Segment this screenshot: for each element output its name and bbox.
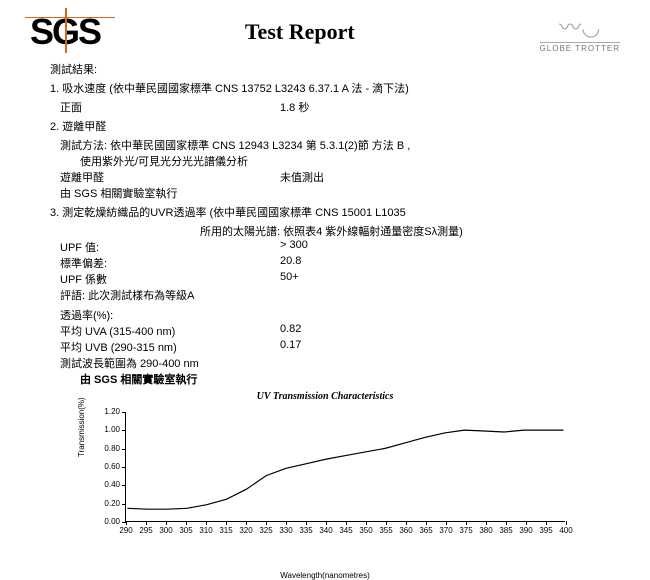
x-tick: 390 <box>519 526 532 535</box>
y-tick: 0.20 <box>95 499 120 508</box>
x-tick: 350 <box>359 526 372 535</box>
x-tick: 325 <box>259 526 272 535</box>
y-tick: 0.60 <box>95 462 120 471</box>
chart-title: UV Transmission Characteristics <box>30 391 620 402</box>
uv-chart: 290 295 300 305 310 315 320 325 330 335 340 345 350 3… <box>75 402 575 552</box>
y-axis-label: Transmission(%) <box>77 397 86 457</box>
results-label: 測試結果: <box>50 61 620 77</box>
rating: 評語: 此次測試樣布為等級A <box>60 287 620 303</box>
report-header: SGS Test Report 〰◡ GLOBE TROTTER <box>30 10 620 53</box>
method-label: 測試方法: <box>60 140 107 152</box>
logo-cross-v <box>65 8 67 53</box>
x-tick: 300 <box>159 526 172 535</box>
sd-label: 標準偏差: <box>60 255 280 271</box>
x-tick: 320 <box>239 526 252 535</box>
method-text2: 使用紫外光/可見光分光光譜儀分析 <box>80 153 620 169</box>
upf-label: UPF 值: <box>60 239 280 255</box>
x-tick: 305 <box>179 526 192 535</box>
y-tick: 0.40 <box>95 480 120 489</box>
x-tick: 335 <box>299 526 312 535</box>
item1-face: 正面 <box>60 99 280 115</box>
item3-title: 3. 測定乾燥紡織品的UVR透過率 (依中華民國國家標準 CNS 15001 L… <box>50 204 620 220</box>
chart-plot-area: 2902953003053103153203253303353403453503… <box>125 412 565 522</box>
item2-lab: 由 SGS 相關實驗室執行 <box>60 185 620 201</box>
x-tick: 365 <box>419 526 432 535</box>
brand-text: GLOBE TROTTER <box>540 42 620 53</box>
x-tick: 290 <box>119 526 132 535</box>
item2-result: 未值測出 <box>280 169 324 185</box>
coef-row: UPF 係數 50+ <box>60 271 620 287</box>
item3-subtitle: 所用的太陽光譜: 依照表4 紫外線輻射通量密度Sλ測量) <box>200 223 620 239</box>
y-tick: 0.00 <box>95 517 120 526</box>
upf-val: > 300 <box>280 239 308 255</box>
x-tick: 380 <box>479 526 492 535</box>
y-tick: 1.20 <box>95 407 120 416</box>
x-tick: 310 <box>199 526 212 535</box>
report-title: Test Report <box>245 19 355 45</box>
range: 測試波長範圍為 290-400 nm <box>60 355 620 371</box>
swan-icon: 〰◡ <box>559 10 600 42</box>
x-tick: 330 <box>279 526 292 535</box>
y-tick: 1.00 <box>95 425 120 434</box>
item3-lab: 由 SGS 相關實驗室執行 <box>80 371 620 387</box>
sgs-logo: SGS <box>30 11 100 53</box>
uva-row: 平均 UVA (315-400 nm) 0.82 <box>60 323 620 339</box>
item1-row: 正面 1.8 秒 <box>60 99 620 115</box>
uvb-val: 0.17 <box>280 339 301 355</box>
uvb-label: 平均 UVB (290-315 nm) <box>60 339 280 355</box>
trans-label: 透過率(%): <box>60 307 620 323</box>
logo-cross-h <box>25 17 115 19</box>
x-tick: 315 <box>219 526 232 535</box>
x-tick: 385 <box>499 526 512 535</box>
coef-val: 50+ <box>280 271 299 287</box>
upf-row: UPF 值: > 300 <box>60 239 620 255</box>
x-tick: 400 <box>559 526 572 535</box>
item1-title: 1. 吸水速度 (依中華民國國家標準 CNS 13752 L3243 6.37.… <box>50 80 620 96</box>
item1-value: 1.8 秒 <box>280 99 309 115</box>
globetrotter-logo: 〰◡ GLOBE TROTTER <box>540 10 620 53</box>
sd-val: 20.8 <box>280 255 301 271</box>
item2-title: 2. 遊離甲醛 <box>50 118 620 134</box>
x-tick: 360 <box>399 526 412 535</box>
chart-curve <box>126 412 565 521</box>
x-tick: 370 <box>439 526 452 535</box>
x-axis-label: Wavelength(nanometres) <box>280 571 370 580</box>
method-text: 依中華民國國家標準 CNS 12943 L3234 第 5.3.1(2)節 方法… <box>110 140 410 152</box>
uvb-row: 平均 UVB (290-315 nm) 0.17 <box>60 339 620 355</box>
x-tick: 375 <box>459 526 472 535</box>
item2-param: 遊離甲醛 <box>60 169 280 185</box>
x-tick: 295 <box>139 526 152 535</box>
coef-label: UPF 係數 <box>60 271 280 287</box>
item2-result-row: 遊離甲醛 未值測出 <box>60 169 620 185</box>
x-tick: 395 <box>539 526 552 535</box>
sd-row: 標準偏差: 20.8 <box>60 255 620 271</box>
x-tick: 340 <box>319 526 332 535</box>
item2-method-row: 測試方法: 依中華民國國家標準 CNS 12943 L3234 第 5.3.1(… <box>60 137 620 153</box>
x-tick: 355 <box>379 526 392 535</box>
uva-label: 平均 UVA (315-400 nm) <box>60 323 280 339</box>
y-tick: 0.80 <box>95 444 120 453</box>
uva-val: 0.82 <box>280 323 301 339</box>
x-tick: 345 <box>339 526 352 535</box>
